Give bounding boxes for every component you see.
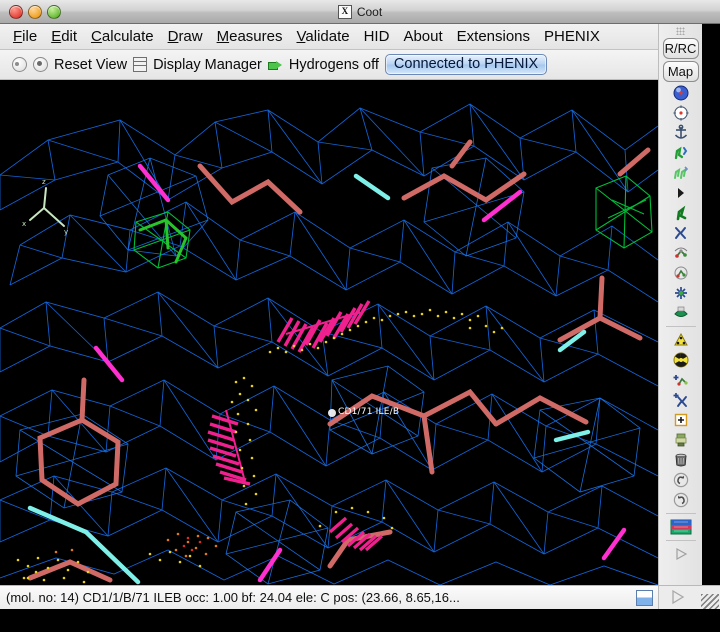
window-title-group: X Coot xyxy=(0,4,720,19)
add-alt-conf-icon[interactable] xyxy=(661,390,701,410)
rotamer-marker-2 xyxy=(207,409,251,486)
r-rc-button[interactable]: R/RC xyxy=(662,38,699,59)
minimize-window-button[interactable] xyxy=(28,4,42,19)
molecule-scene: y x z xyxy=(0,80,658,585)
menu-file[interactable]: File xyxy=(13,28,38,45)
title-bar: X Coot xyxy=(0,0,720,24)
menu-validate[interactable]: Validate xyxy=(296,28,350,45)
close-window-button[interactable] xyxy=(9,4,23,19)
menu-edit[interactable]: Edit xyxy=(51,28,78,45)
contact-dots-red xyxy=(182,536,202,552)
protein-bonds-cyan xyxy=(27,173,591,585)
hydrogens-toggle-button[interactable]: Hydrogens off xyxy=(288,56,379,73)
add-terminal-residue-icon[interactable] xyxy=(661,370,701,390)
torsion-general-icon[interactable] xyxy=(661,243,701,263)
protein-bonds-carbon xyxy=(27,139,651,583)
status-bar: (mol. no: 14) CD1/1/B/71 ILEB occ: 1.00 … xyxy=(0,585,658,609)
flip-peptide-icon[interactable] xyxy=(661,183,701,203)
rotamers-icon[interactable] xyxy=(661,163,701,183)
window-resize-grip[interactable] xyxy=(701,594,719,612)
molecular-graphics-viewport[interactable]: y x z xyxy=(0,80,658,585)
menu-phenix[interactable]: PHENIX xyxy=(544,28,600,45)
edit-backbone-icon[interactable] xyxy=(661,263,701,283)
display-manager-button[interactable]: Display Manager xyxy=(153,56,262,73)
status-indicator-box[interactable] xyxy=(636,589,653,606)
run-script-button[interactable] xyxy=(667,588,689,611)
undo-icon[interactable] xyxy=(661,470,701,490)
maximize-window-button[interactable] xyxy=(47,4,61,19)
atom-label: CD1/71 ILE/B xyxy=(338,407,400,417)
anchor-icon[interactable] xyxy=(661,123,701,143)
menu-bar: File Edit Calculate Draw Measures Valida… xyxy=(0,24,658,50)
selected-atom-marker xyxy=(328,409,336,417)
phenix-connection-status[interactable]: Connected to PHENIX xyxy=(384,54,548,75)
screen-background xyxy=(0,609,720,632)
toolbar-separator-2 xyxy=(665,513,696,514)
hydrogens-icon[interactable] xyxy=(267,59,283,71)
toolbar-drag-handle[interactable] xyxy=(676,27,685,35)
rotamer-icon[interactable] xyxy=(661,143,701,163)
menu-about[interactable]: About xyxy=(403,28,443,45)
display-manager-icon[interactable] xyxy=(133,57,148,72)
contact-dots-orange xyxy=(54,532,218,558)
sphere-refine-icon[interactable] xyxy=(661,83,701,103)
difference-map-mesh-green xyxy=(133,175,653,269)
play-icon[interactable] xyxy=(661,544,701,564)
axes-labels: y x z xyxy=(22,178,68,236)
menu-measures[interactable]: Measures xyxy=(216,28,283,45)
side-chain-180-icon[interactable] xyxy=(661,203,701,223)
radio-half-icon[interactable] xyxy=(12,57,27,72)
mutate-auto-fit-icon[interactable] xyxy=(661,330,701,350)
edit-chi-icon[interactable] xyxy=(661,223,701,243)
redo-icon[interactable] xyxy=(661,490,701,510)
target-icon[interactable] xyxy=(661,103,701,123)
clear-pending-icon[interactable] xyxy=(661,430,701,450)
menu-draw[interactable]: Draw xyxy=(167,28,203,45)
contact-dots-yellow xyxy=(16,308,504,584)
x11-icon: X xyxy=(337,4,352,19)
status-text: (mol. no: 14) CD1/1/B/71 ILEB occ: 1.00 … xyxy=(6,590,460,605)
menu-hid[interactable]: HID xyxy=(363,28,390,45)
right-toolbar: R/RC Map xyxy=(658,24,702,609)
reset-view-button[interactable]: Reset View xyxy=(54,56,128,73)
density-map-mesh-blue xyxy=(0,103,658,585)
protein-bonds-magenta xyxy=(93,163,627,583)
radiation-icon[interactable] xyxy=(661,350,701,370)
svg-text:x: x xyxy=(22,220,26,228)
ligand-bonds-green xyxy=(138,218,188,264)
baton-build-icon[interactable] xyxy=(661,303,701,323)
toolbar-separator-3 xyxy=(665,540,696,541)
svg-text:z: z xyxy=(42,178,46,186)
toolbar-separator-1 xyxy=(665,326,696,327)
menu-extensions[interactable]: Extensions xyxy=(456,28,531,45)
svg-text:y: y xyxy=(64,228,68,236)
radio-on-icon[interactable] xyxy=(33,57,48,72)
rotamer-marker-1 xyxy=(276,300,371,353)
main-toolbar: Reset View Display Manager Hydrogens off… xyxy=(0,50,658,80)
window-title: Coot xyxy=(356,4,383,19)
axes-indicator xyxy=(29,187,65,227)
menu-calculate[interactable]: Calculate xyxy=(91,28,154,45)
delete-icon[interactable] xyxy=(661,450,701,470)
map-button[interactable]: Map xyxy=(662,61,699,82)
refine-params-icon[interactable] xyxy=(661,517,701,537)
add-atom-icon[interactable] xyxy=(661,410,701,430)
density-map-blobs xyxy=(15,157,641,585)
window-controls xyxy=(9,4,61,19)
rotamer-marker-3 xyxy=(328,516,384,552)
pepflip-icon[interactable] xyxy=(661,283,701,303)
